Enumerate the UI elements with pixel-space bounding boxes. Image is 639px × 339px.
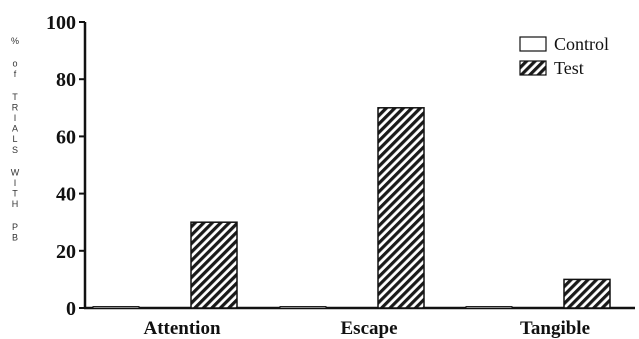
y-axis-label-char: H	[12, 199, 19, 209]
y-tick-label: 100	[46, 12, 76, 34]
x-tick-label: Attention	[143, 318, 220, 339]
bar-control-tangible	[465, 306, 513, 309]
y-axis-label-char: I	[14, 113, 17, 123]
legend: Control Test	[519, 34, 609, 78]
y-axis-label-char: S	[12, 145, 18, 155]
bar-test-escape	[377, 107, 425, 309]
y-axis-label-char: f	[14, 69, 17, 79]
tick-labels: 0 20 40 60 80 100 Attention Escape Tangible	[46, 12, 590, 339]
x-tick-label: Escape	[341, 318, 398, 339]
y-tick-label: 20	[56, 241, 76, 263]
y-axis-label-char: L	[12, 134, 17, 144]
y-axis-label-char: B	[12, 232, 18, 242]
bar-control-attention	[92, 306, 140, 309]
y-axis-label-char: I	[14, 178, 17, 188]
y-tick-label: 60	[56, 126, 76, 148]
axes	[79, 21, 635, 310]
y-axis-label-char: W	[11, 167, 20, 177]
y-axis-label-char: o	[12, 59, 17, 69]
bar-control-escape	[279, 306, 327, 309]
legend-swatch-test	[519, 60, 547, 76]
bars	[92, 107, 611, 309]
bar-test-attention	[190, 221, 238, 309]
y-tick-label: 40	[56, 184, 76, 206]
bar-test-tangible	[563, 278, 611, 309]
y-axis-label-char: R	[12, 102, 19, 112]
legend-swatch-control	[519, 36, 547, 52]
x-tick-label: Tangible	[520, 318, 590, 339]
legend-label-test: Test	[554, 58, 584, 78]
y-tick-label: 80	[56, 69, 76, 91]
y-axis-label-char: T	[12, 189, 18, 199]
legend-label-control: Control	[554, 34, 609, 54]
y-axis-label-char: T	[12, 92, 18, 102]
y-tick-label: 0	[66, 298, 76, 320]
y-axis-label-char: %	[11, 36, 19, 46]
y-axis-label-char: A	[12, 124, 18, 134]
y-axis-label-char: P	[12, 222, 18, 232]
